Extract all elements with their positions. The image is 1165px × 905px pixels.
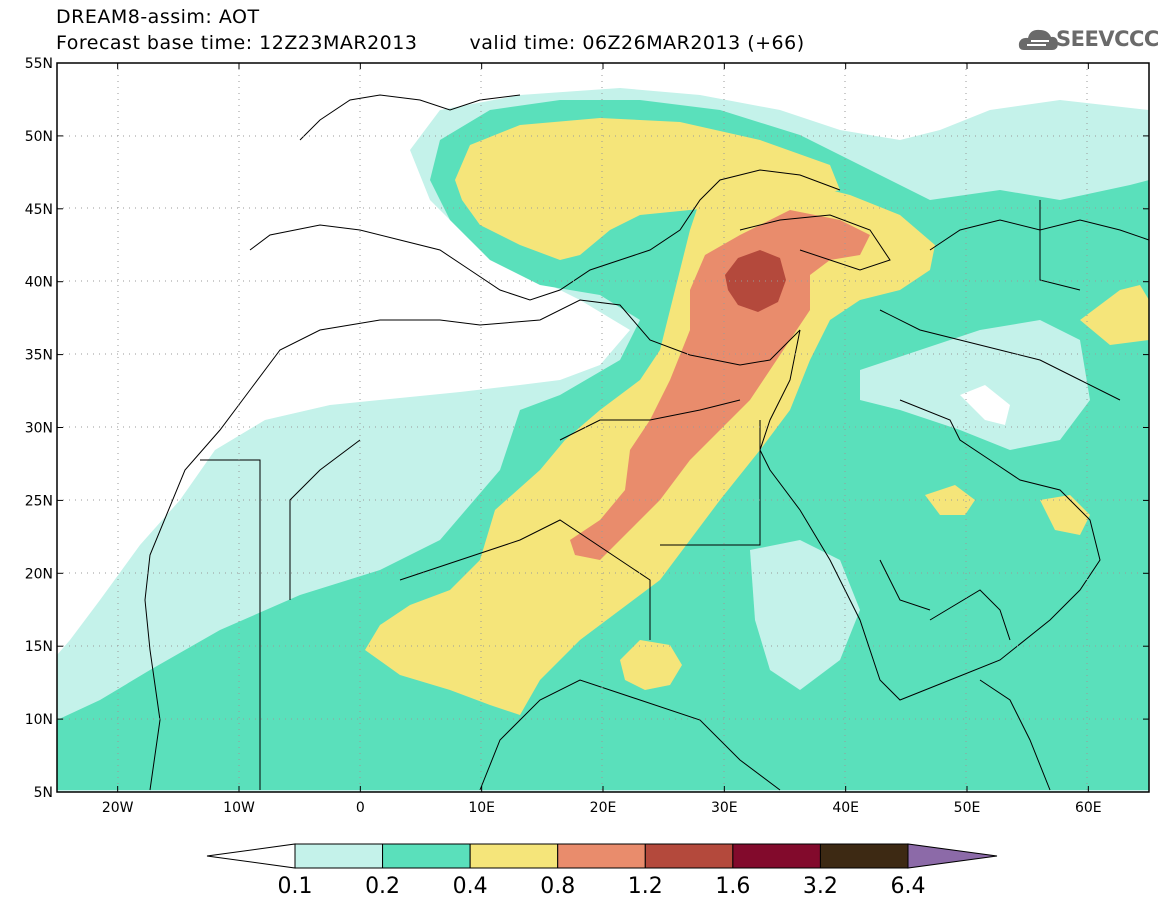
y-tick-label: 45N (25, 202, 53, 218)
x-tick-label: 20W (102, 800, 134, 816)
colorbar-box (732, 843, 821, 869)
contour-arabia-low (860, 320, 1090, 450)
colorbar-label: 3.2 (803, 874, 838, 899)
colorbar-box (819, 843, 909, 869)
aot-contours (57, 88, 1149, 792)
x-tick-label: 0 (356, 800, 365, 816)
contour-oman-spot (1040, 495, 1090, 535)
colorbar-label: 0.8 (540, 874, 575, 899)
colorbar-label: 0.4 (453, 874, 488, 899)
colorbar-label: 6.4 (891, 874, 926, 899)
x-axis-ticks: 20W 10W 0 10E 20E 30E 40E 50E 60E (102, 63, 1102, 816)
y-tick-label: 50N (25, 129, 53, 145)
x-tick-label: 20E (590, 800, 617, 816)
colorbar-label: 1.2 (628, 874, 663, 899)
contour-gulf-clear (960, 385, 1010, 425)
x-tick-label: 10E (468, 800, 495, 816)
contour-level-1.2 (725, 250, 786, 312)
y-tick-label: 30N (25, 421, 53, 437)
time-info: Forecast base time: 12Z23MAR2013 valid ti… (56, 32, 805, 54)
colorbar-box (382, 843, 471, 869)
logo-cloud-icon (1018, 29, 1058, 50)
y-tick-label: 35N (25, 348, 53, 364)
x-tick-label: 30E (711, 800, 738, 816)
colorbar: 0.1 0.2 0.4 0.8 1.2 1.6 3.2 6.4 (206, 843, 998, 899)
y-tick-label: 20N (25, 566, 53, 582)
x-tick-label: 40E (832, 800, 859, 816)
contour-qatar-spot (925, 485, 975, 515)
x-tick-label: 10W (223, 800, 255, 816)
colorbar-label: 0.2 (365, 874, 400, 899)
colorbar-low-arrow (206, 843, 296, 869)
colorbar-box (557, 843, 646, 869)
logo-text: SEEVCCC (1056, 27, 1159, 51)
colorbar-high-arrow (907, 843, 998, 869)
contour-level-0.8 (570, 210, 870, 560)
colorbar-box (294, 843, 384, 869)
coastlines (144, 94, 1149, 791)
y-tick-label: 5N (34, 785, 53, 801)
x-tick-label: 50E (954, 800, 981, 816)
map-title: DREAM8-assim: AOT (56, 6, 260, 28)
colorbar-label: 0.1 (278, 874, 313, 899)
y-tick-label: 55N (25, 56, 53, 72)
y-tick-label: 10N (25, 712, 53, 728)
y-tick-label: 25N (25, 493, 53, 509)
gridlines (57, 63, 1149, 792)
colorbar-label: 1.6 (715, 874, 750, 899)
contour-chad-spot (620, 640, 682, 690)
base-time-label: Forecast base time: 12Z23MAR2013 (56, 32, 418, 54)
contour-level-0.4-europe (455, 118, 840, 260)
x-tick-label: 60E (1075, 800, 1102, 816)
colorbar-box (644, 843, 734, 869)
contour-iran-spot (1080, 285, 1149, 345)
y-tick-label: 15N (25, 639, 53, 655)
y-tick-label: 40N (25, 275, 53, 291)
colorbar-box (469, 843, 559, 869)
valid-time-label: valid time: 06Z26MAR2013 (+66) (469, 32, 805, 54)
y-axis-ticks: 5N 10N 15N 20N 25N 30N 35N 40N 45N 50N 55N (25, 56, 1149, 801)
contour-redsea-low (750, 540, 860, 690)
